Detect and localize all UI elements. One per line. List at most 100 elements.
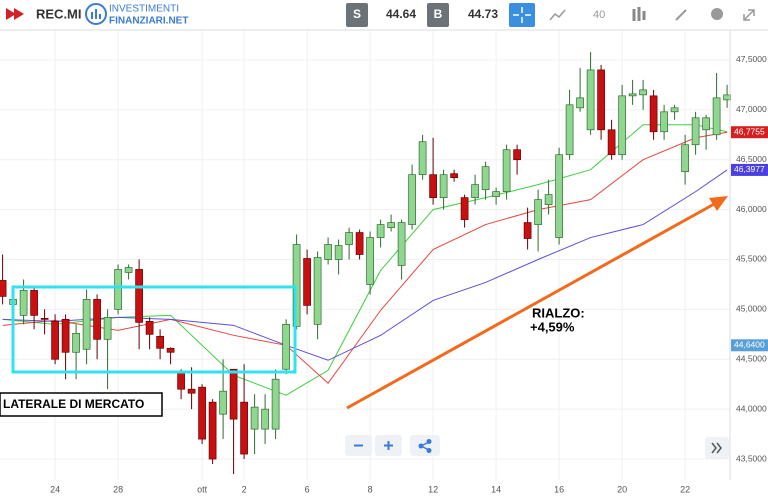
chart-type-icon[interactable] [632,7,646,21]
price-tag-label: 44,6400 [734,340,765,350]
x-tick-label: 8 [368,484,373,494]
candle-body [324,244,332,260]
crosshair-button[interactable] [509,3,535,27]
candle-body [19,290,28,316]
candle-body [219,390,227,415]
candle-body [103,317,112,340]
price-axis: 43,5000 44,0000 44,5000 45,0000 45,5000 46,00… [50,54,768,494]
candle-body [450,173,458,179]
candle-body [292,244,301,327]
share-dot [418,443,424,449]
scroll-button[interactable] [705,437,729,459]
y-tick-label: 43,5000 [736,453,767,463]
draw-tool-icon[interactable] [549,9,566,21]
y-tick-label: 44,0000 [736,403,767,413]
candle-body [586,69,595,131]
candle-body [93,299,101,340]
rise-value: +4,59% [530,319,575,334]
candle-body [712,97,721,136]
candle-body [628,93,637,97]
interval[interactable]: 40 [593,9,605,21]
candle-body [0,280,7,297]
candle-body [691,117,700,146]
candle-body [723,94,731,101]
x-tick-label: 16 [554,484,564,494]
candle-body [649,95,658,133]
candle-body [471,184,479,198]
candle-body [534,199,542,225]
moving-average [2,131,728,384]
x-tick-label: 6 [305,484,310,494]
range-label-box [0,392,163,417]
candle-body [240,401,248,455]
candle-body [418,141,427,176]
buy-badge [427,3,449,27]
share-dot [426,439,432,444]
candle-body [156,335,164,349]
scroll-icon [711,442,722,454]
candle-body [555,154,563,238]
range-label: LATERALE DI MERCATO [3,397,144,411]
buy-label: B [434,7,443,21]
candle-body [114,269,122,310]
share-button[interactable] [410,435,440,456]
x-tick-label: 20 [617,484,627,494]
settings-icon[interactable] [711,8,723,20]
price-tag-label: 46,7755 [734,126,765,136]
trend-arrow [346,201,717,410]
price-tag [731,126,768,139]
candle-body [408,174,416,225]
candle-body [523,222,532,239]
sell-price: 44.64 [386,7,416,21]
candle-body [30,290,38,316]
y-tick-label: 45,0000 [736,304,767,314]
candle-body [481,166,490,190]
x-tick-label: 12 [428,484,438,494]
candle-body [198,386,206,440]
candle-body [544,194,553,205]
candle-body [250,406,259,430]
candle-body [303,258,311,306]
x-tick-label: 24 [50,484,60,494]
brand-bottom: FINANZIARI.NET [109,16,188,27]
candle-body [460,197,469,220]
trend-arrow-head [709,196,728,211]
candle-body [345,232,353,245]
candle-body [135,269,143,323]
crosshair-icon [513,7,531,23]
y-tick-label: 47,0000 [736,104,767,114]
candle-body [660,111,668,133]
share-dot [426,448,432,453]
candle-body [492,191,500,197]
candle-body [597,69,605,131]
candle-body [208,401,217,460]
x-tick-label: 28 [113,484,123,494]
fullscreen-icon[interactable] [743,9,755,21]
candle-body [618,95,626,156]
brand-logo-bars [91,9,101,19]
candle-body [334,245,343,260]
y-tick-label: 45,5000 [736,254,767,264]
y-tick-label: 46,0000 [736,204,767,214]
x-tick-label: ott [197,484,208,494]
candle-body [376,224,385,238]
app-logo [6,8,24,20]
candle-body [229,368,238,420]
price-tag [731,339,768,352]
x-tick-label: 2 [242,484,247,494]
candle-body [166,347,175,353]
candle-body [565,104,574,156]
candle-body [145,321,154,335]
symbol: REC.MI [36,6,82,21]
candle-body [607,129,616,156]
candle-body [513,149,521,161]
candle-body [51,321,59,360]
y-tick-label: 44,5000 [736,354,767,364]
indicator-icon[interactable] [675,9,687,21]
candle-body [82,299,91,350]
candle-body [639,89,647,96]
buy-price: 44.73 [468,7,498,21]
y-tick-label: 46,5000 [736,154,767,164]
candles [0,51,731,475]
